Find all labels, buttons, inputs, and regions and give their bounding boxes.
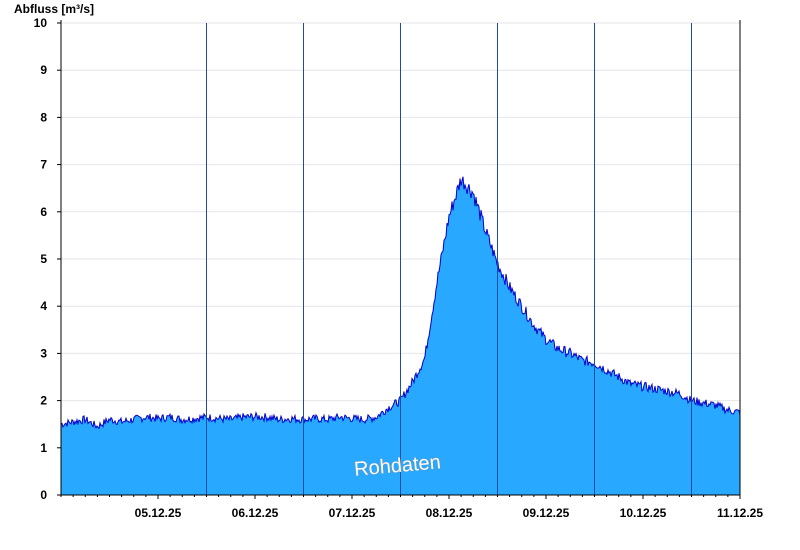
x-tick-label: 09.12.25	[523, 506, 570, 520]
x-axis-ticks: 05.12.25 06.12.25 07.12.25 08.12.25 09.12.25…	[60, 495, 763, 520]
x-tick-label: 10.12.25	[620, 506, 667, 520]
y-tick-label: 10	[34, 16, 48, 30]
day-separator-lines	[206, 23, 692, 495]
discharge-area	[61, 176, 740, 495]
y-tick-label: 0	[40, 488, 47, 502]
x-tick-label: 11.12.25	[717, 506, 763, 520]
x-tick-label: 05.12.25	[135, 506, 182, 520]
x-tick-label: 07.12.25	[329, 506, 376, 520]
y-tick-label: 5	[40, 252, 47, 266]
y-tick-label: 7	[40, 158, 47, 172]
y-tick-label: 2	[40, 394, 47, 408]
y-tick-label: 1	[40, 441, 47, 455]
y-tick-label: 8	[40, 110, 47, 124]
y-tick-label: 4	[40, 299, 47, 313]
x-tick-label: 08.12.25	[426, 506, 473, 520]
y-axis-label: Abfluss [m³/s]	[14, 2, 94, 16]
y-tick-label: 9	[40, 63, 47, 77]
y-tick-label: 3	[40, 346, 47, 360]
y-axis-ticks: 0 1 2 3 4 5 6 7 8 9 10	[34, 16, 61, 502]
x-tick-label: 06.12.25	[232, 506, 279, 520]
y-tick-label: 6	[40, 205, 47, 219]
